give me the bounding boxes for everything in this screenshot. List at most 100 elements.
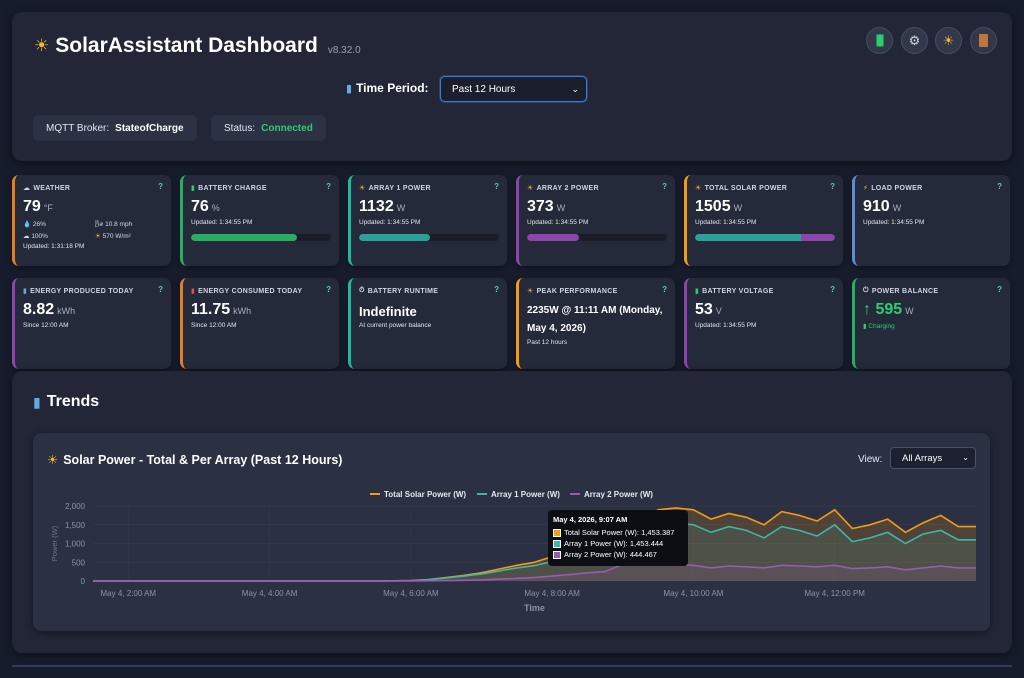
wind: 🌬 10.8 mph (95, 220, 175, 228)
x-tick-label: May 4, 4:00 AM (242, 589, 298, 598)
door-icon[interactable] (970, 27, 997, 54)
array1-bar (359, 234, 499, 241)
help-icon[interactable]: ? (830, 285, 835, 294)
battery-charge-title-text: BATTERY CHARGE (198, 184, 267, 192)
array2-power-card: ☀ ARRAY 2 POWER ? 373 W Updated: 1:34:55 P… (516, 175, 675, 266)
help-icon[interactable]: ? (326, 182, 331, 191)
energy-consumed-unit: kWh (233, 306, 252, 316)
y-axis-label: Power (W) (50, 525, 59, 561)
voltage-title-text: BATTERY VOLTAGE (702, 287, 774, 295)
energy-produced-since: Since 12:00 AM (23, 322, 69, 329)
battery-charge-bar-fill (191, 234, 298, 241)
bar-chart-icon: ▮ (23, 288, 28, 295)
help-icon[interactable]: ? (158, 285, 163, 294)
x-axis-label: Time (524, 603, 545, 613)
bar-chart-icon: ▮ (346, 82, 353, 95)
plug-icon: ⏻ (863, 287, 869, 294)
runtime-sub: At current power balance (359, 322, 432, 329)
balance-unit: W (905, 306, 914, 316)
total-solar-number: 1505 (695, 198, 731, 215)
battery-icon: ▮ (191, 185, 196, 192)
voltage-updated: Updated: 1:34:55 PM (695, 322, 757, 329)
array1-title-text: ARRAY 1 POWER (368, 184, 431, 192)
load-power-card: ⚡ LOAD POWER ? 910 W Updated: 1:34:55 PM (852, 175, 1010, 266)
battery-icon[interactable] (866, 27, 893, 54)
time-period-label-text: Time Period: (356, 81, 429, 95)
help-icon[interactable]: ? (158, 182, 163, 191)
help-icon[interactable]: ? (997, 182, 1002, 191)
lightning-icon: ⚡ (863, 185, 869, 192)
help-icon[interactable]: ? (997, 285, 1002, 294)
arrow-up-icon: ↑ (863, 301, 871, 318)
chevron-down-icon: ⌄ (962, 453, 969, 462)
mqtt-value: StateofCharge (115, 122, 184, 134)
array2-updated: Updated: 1:34:55 PM (527, 219, 589, 226)
peak-title: ☀ PEAK PERFORMANCE (527, 286, 667, 296)
tooltip-swatch (553, 539, 561, 548)
solar-power-chart[interactable]: 0 500 1,000 1,500 2,000 May 4, 2:00 AM May 4, … (33, 433, 990, 631)
weather-updated: Updated: 1:31:18 PM (23, 243, 85, 250)
balance-title: ⏻ POWER BALANCE (863, 286, 1002, 296)
y-tick-label: 2,000 (65, 502, 86, 511)
sun-icon[interactable]: ☀ (935, 27, 962, 54)
help-icon[interactable]: ? (326, 285, 331, 294)
trends-section: ▮ Trends ☀ Solar Power - Total & Per Arr… (12, 371, 1012, 653)
temperature: 79 (23, 198, 41, 215)
help-icon[interactable]: ? (662, 285, 667, 294)
temperature-unit: °F (43, 203, 53, 213)
view-select[interactable]: All Arrays ⌄ (890, 447, 976, 469)
chart-title-text: Solar Power - Total & Per Array (Past 12… (63, 452, 343, 467)
sun-icon: ☀ (34, 36, 50, 55)
tooltip-row-array1: Array 1 Power (W): 1,453.444 (553, 538, 683, 549)
tooltip-row-total: Total Solar Power (W): 1,453.387 (553, 527, 683, 538)
charging-status: ▮ Charging (863, 322, 1002, 330)
help-icon[interactable]: ? (494, 285, 499, 294)
total-solar-array2-fill (801, 234, 835, 241)
total-solar-title: ☀ TOTAL SOLAR POWER (695, 183, 835, 193)
peak-value: 2235W @ 11:11 AM (Monday, May 4, 2026) (527, 305, 663, 334)
cloud-icon: ☁ (23, 185, 31, 192)
stopwatch-icon: ⏱ (359, 287, 365, 294)
wind-icon: 🌬 (95, 221, 104, 228)
time-period-select[interactable]: Past 12 Hours ⌄ (440, 76, 587, 102)
voltage-number: 53 (695, 301, 713, 318)
view-value: All Arrays (902, 452, 943, 464)
gear-icon[interactable]: ⚙ (901, 27, 928, 54)
battery-charge-updated: Updated: 1:34:55 PM (191, 219, 253, 226)
array1-number: 1132 (359, 198, 394, 215)
energy-produced-number: 8.82 (23, 301, 55, 318)
help-icon[interactable]: ? (494, 182, 499, 191)
mqtt-label: MQTT Broker: (46, 122, 110, 134)
time-period-value: Past 12 Hours (452, 83, 516, 95)
array1-power-card: ☀ ARRAY 1 POWER ? 1132 W Updated: 1:34:55 … (348, 175, 507, 266)
battery-charge-title: ▮ BATTERY CHARGE (191, 183, 331, 193)
chart-title: ☀ Solar Power - Total & Per Array (Past … (47, 452, 343, 468)
droplet-icon: 💧 (23, 221, 32, 228)
runtime-value: Indefinite (359, 304, 417, 319)
status-label: Status: (224, 122, 256, 134)
energy-produced-title: ▮ ENERGY PRODUCED TODAY (23, 286, 163, 296)
y-tick-label: 0 (81, 577, 86, 586)
array1-updated: Updated: 1:34:55 PM (359, 219, 421, 226)
energy-consumed-card: ▮ ENERGY CONSUMED TODAY ? 11.75 kWh Since … (180, 278, 339, 369)
voltage-unit: V (715, 306, 722, 316)
sun-icon: ☀ (527, 185, 534, 192)
sun-icon: ☀ (95, 233, 101, 240)
tooltip-array2: Array 2 Power (W): 444.467 (564, 550, 657, 559)
array2-bar-fill (527, 234, 579, 241)
app-title-text: SolarAssistant Dashboard (55, 34, 318, 57)
balance-value: ↑ 595 W (863, 301, 1002, 319)
app-version: v8.32.0 (327, 44, 361, 56)
runtime-title: ⏱ BATTERY RUNTIME (359, 286, 499, 296)
total-solar-bar (695, 234, 835, 241)
help-icon[interactable]: ? (830, 182, 835, 191)
trends-title-text: Trends (46, 393, 100, 410)
chevron-down-icon: ⌄ (571, 84, 579, 94)
help-icon[interactable]: ? (662, 182, 667, 191)
array2-unit: W (556, 203, 566, 213)
energy-produced-title-text: ENERGY PRODUCED TODAY (30, 287, 134, 295)
weather-card-title: ☁ WEATHER (23, 183, 163, 193)
wind-value: 10.8 mph (105, 221, 133, 228)
voltage-title: ▮ BATTERY VOLTAGE (695, 286, 835, 296)
energy-consumed-number: 11.75 (191, 301, 231, 318)
